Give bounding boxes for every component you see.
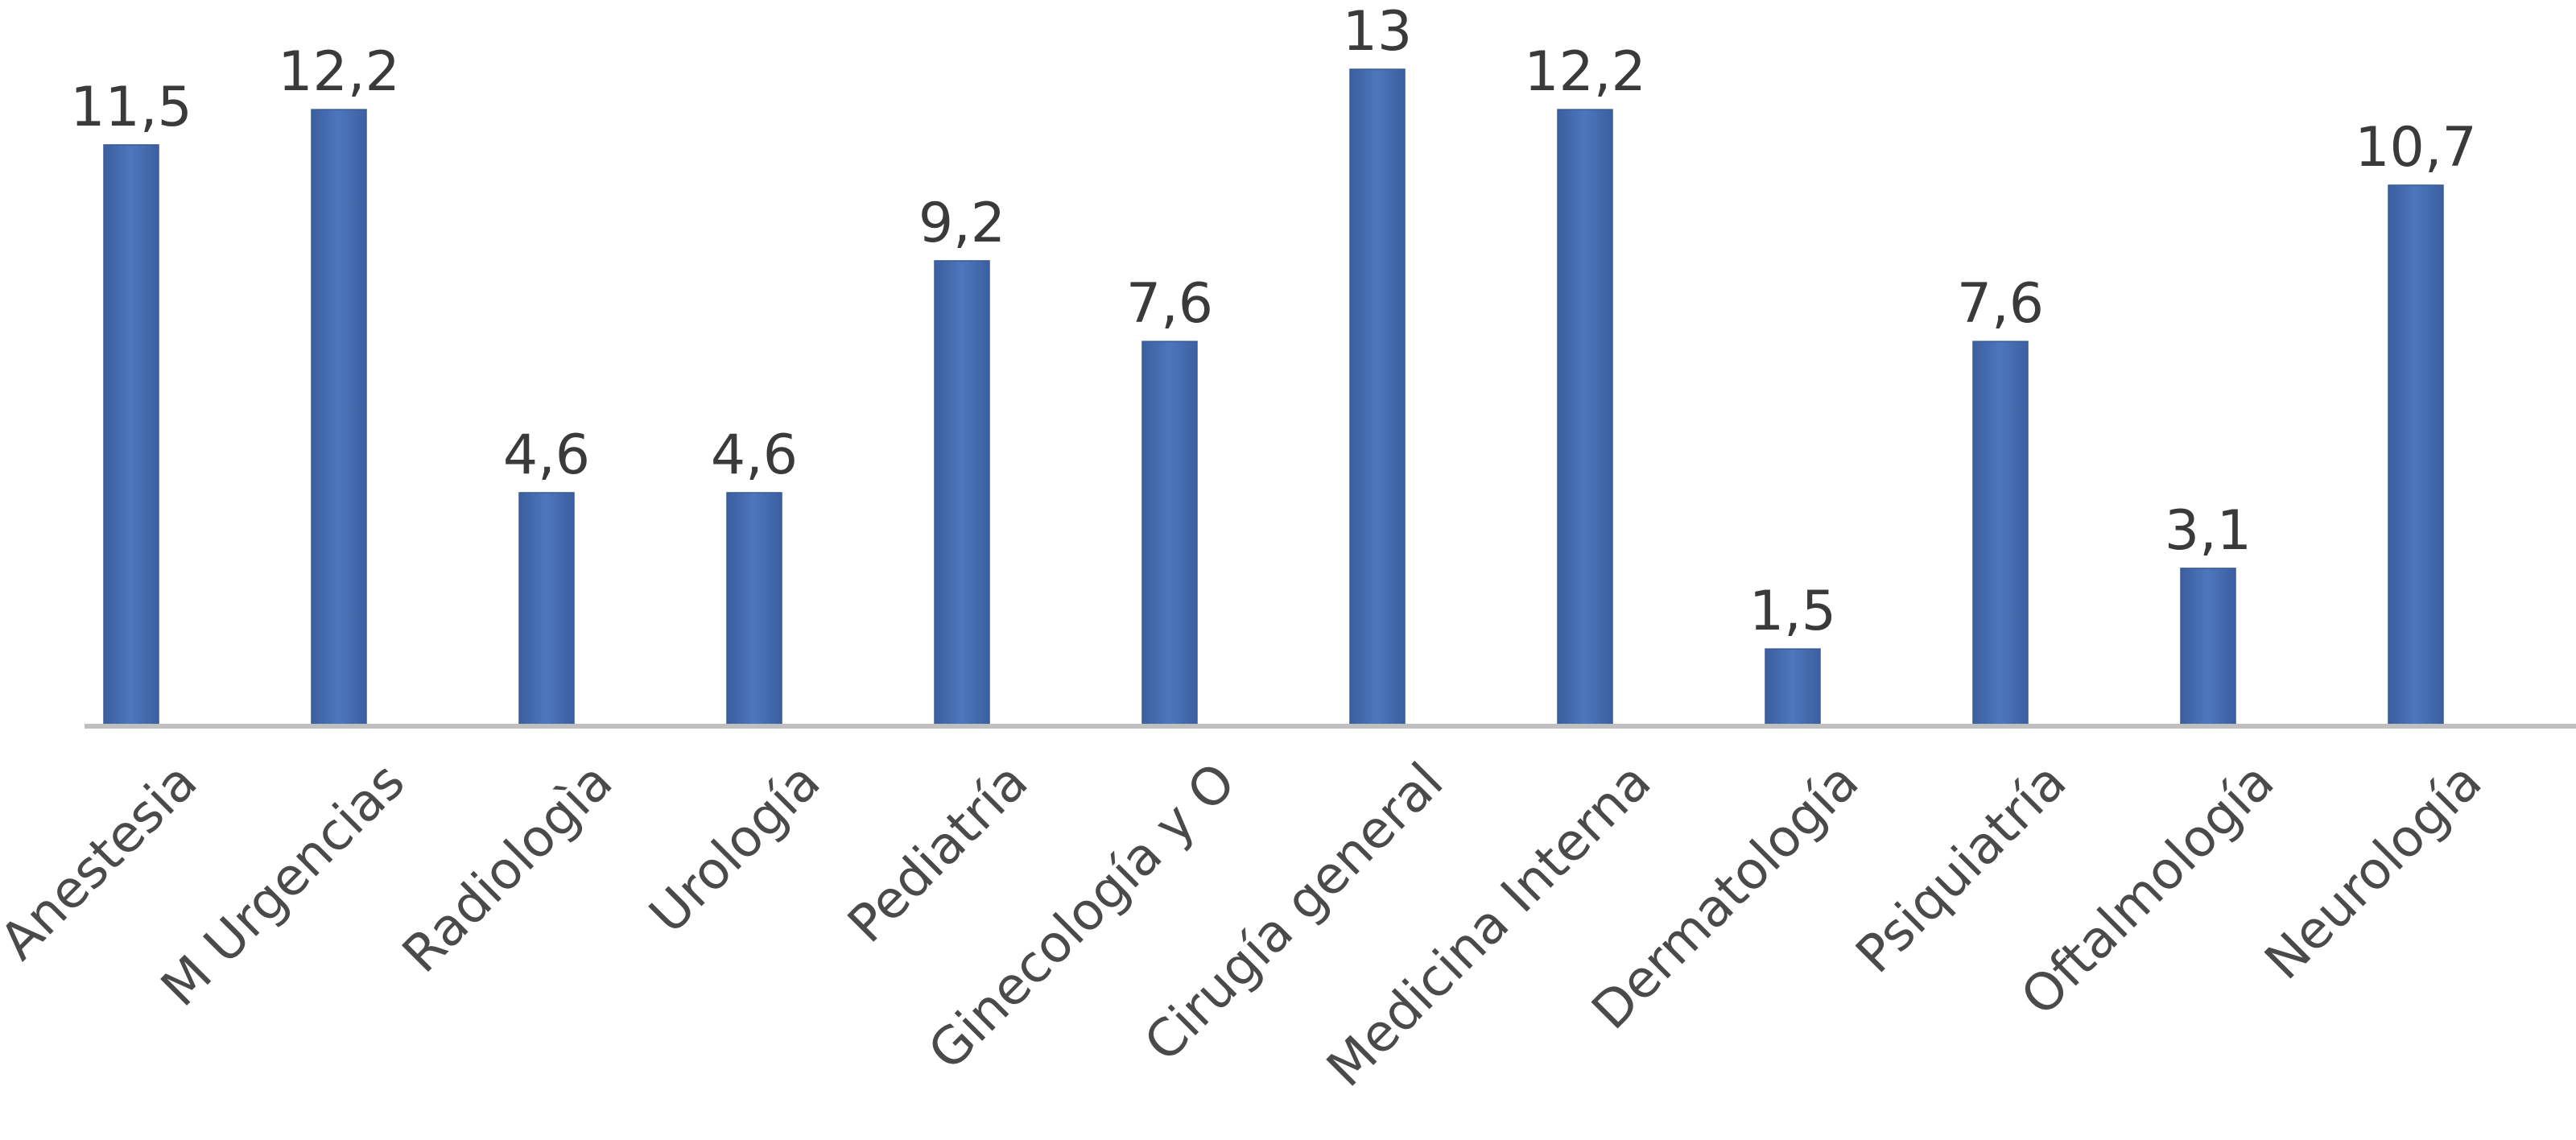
bar-anestesia	[103, 144, 159, 725]
category-label-neurologia: Neurología	[2254, 752, 2493, 991]
data-label-dermatologia: 1,5	[1749, 580, 1836, 643]
bar-oftalmologia	[2180, 568, 2236, 725]
data-labels: 11,5 12,2 4,6 4,6 9,2 7,6 13 12,2 1,5 7,6 3,1 10,7	[70, 0, 2476, 643]
data-label-medicina-interna: 12,2	[1524, 40, 1645, 104]
bar-cirugia-general	[1349, 68, 1406, 725]
bars	[103, 68, 2444, 725]
data-label-cirugia-general: 13	[1343, 0, 1413, 64]
data-label-oftalmologia: 3,1	[2165, 499, 2252, 563]
bar-radiologia	[518, 492, 575, 725]
data-label-ginecologia-y-o: 7,6	[1126, 272, 1213, 336]
bar-psiquiatria	[1972, 341, 2029, 725]
category-label-urologia: Urología	[638, 752, 832, 945]
data-label-pediatria: 9,2	[919, 192, 1005, 255]
data-label-urologia: 4,6	[711, 423, 798, 487]
category-label-anestesia: Anestesia	[0, 752, 208, 972]
data-label-neurologia: 10,7	[2355, 116, 2476, 180]
bar-neurologia	[2388, 184, 2444, 725]
data-label-m-urgencias: 12,2	[278, 40, 399, 104]
bar-urologia	[726, 492, 782, 725]
data-label-radiologia: 4,6	[503, 423, 590, 487]
category-label-radiologia: Radiologìa	[392, 752, 625, 985]
bar-m-urgencias	[311, 109, 367, 725]
category-label-pediatria: Pediatría	[837, 752, 1040, 955]
bar-pediatria	[934, 260, 990, 725]
bar-ginecologia-y-o	[1141, 341, 1198, 725]
data-label-anestesia: 11,5	[70, 76, 192, 139]
bar-medicina-interna	[1557, 109, 1613, 725]
bar-dermatologia	[1765, 648, 1821, 725]
category-label-psiquiatria: Psiquiatría	[1845, 752, 2078, 985]
data-label-psiquiatria: 7,6	[1957, 272, 2044, 336]
